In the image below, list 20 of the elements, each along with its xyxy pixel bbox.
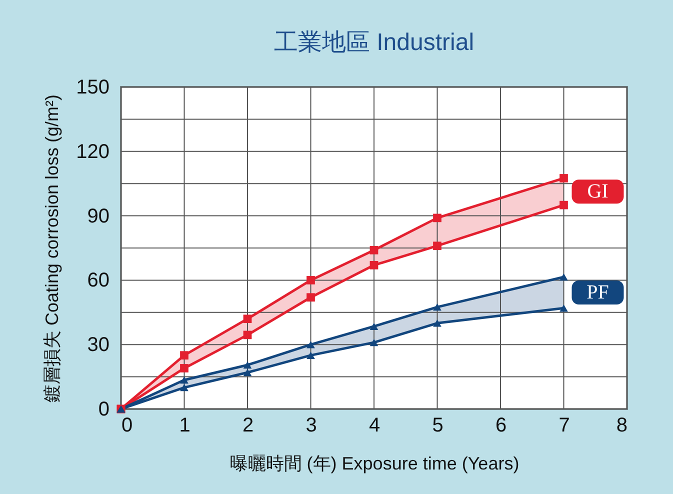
series-label: GI bbox=[587, 180, 608, 203]
y-tick-label: 60 bbox=[87, 270, 110, 292]
x-tick-label: 2 bbox=[242, 414, 254, 436]
y-tick-label: 120 bbox=[76, 140, 110, 163]
x-tick-label: 7 bbox=[558, 414, 570, 436]
x-tick-label: 0 bbox=[122, 414, 133, 436]
x-tick-label: 3 bbox=[306, 414, 317, 436]
y-tick-label: 150 bbox=[76, 76, 110, 98]
y-tick-label: 30 bbox=[87, 334, 110, 356]
series-label: PF bbox=[586, 282, 609, 304]
x-tick-label: 4 bbox=[368, 414, 380, 436]
x-tick-label: 1 bbox=[179, 414, 190, 436]
y-tick-label: 90 bbox=[87, 205, 110, 228]
y-axis-title: 鍍層損失 Coating corrosion loss (g/m²) bbox=[42, 94, 62, 403]
x-tick-label: 8 bbox=[616, 414, 628, 436]
x-tick-label: 5 bbox=[432, 414, 444, 436]
x-axis-title: 曝曬時間 (年) Exposure time (Years) bbox=[230, 454, 520, 474]
chart-title: 工業地區 Industrial bbox=[274, 29, 474, 56]
x-tick-label: 6 bbox=[495, 414, 507, 436]
y-tick-label: 0 bbox=[98, 398, 110, 420]
